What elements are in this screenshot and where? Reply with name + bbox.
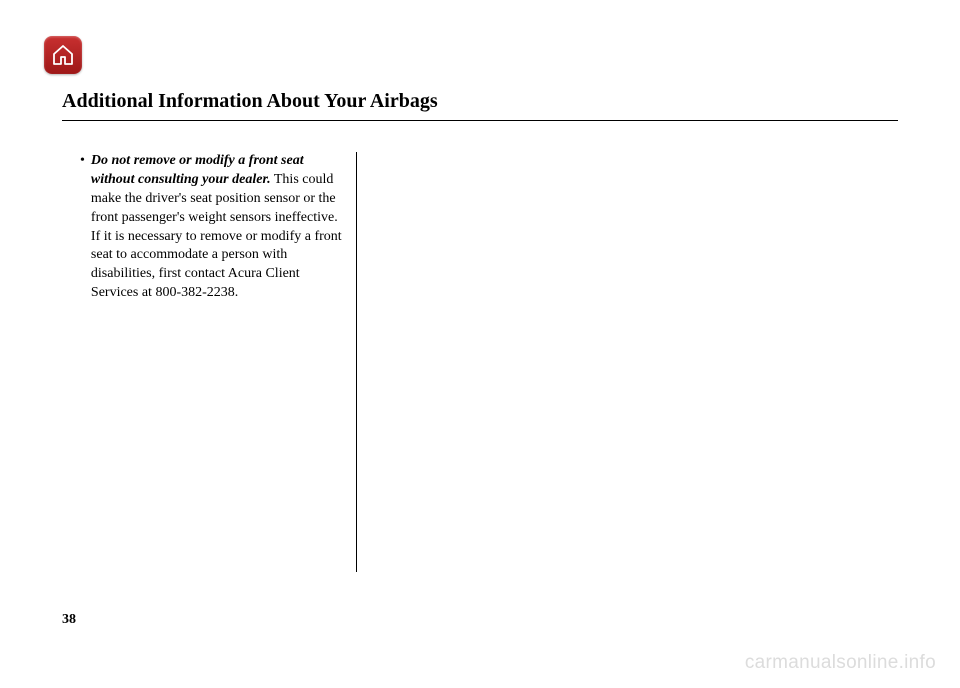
bullet-marker: • [80, 152, 85, 171]
home-button[interactable] [44, 36, 82, 74]
page-title: Additional Information About Your Airbag… [62, 90, 438, 113]
bullet-body-text: This could make the driver's seat positi… [91, 172, 342, 300]
column-divider [356, 152, 357, 572]
home-icon [51, 43, 75, 67]
bullet-text: Do not remove or modify a front seat wit… [91, 152, 350, 303]
bullet-item: • Do not remove or modify a front seat w… [80, 152, 350, 303]
page-number: 38 [62, 612, 76, 628]
watermark: carmanualsonline.info [745, 652, 936, 674]
content-column-1: • Do not remove or modify a front seat w… [80, 152, 350, 572]
title-rule [62, 120, 898, 121]
